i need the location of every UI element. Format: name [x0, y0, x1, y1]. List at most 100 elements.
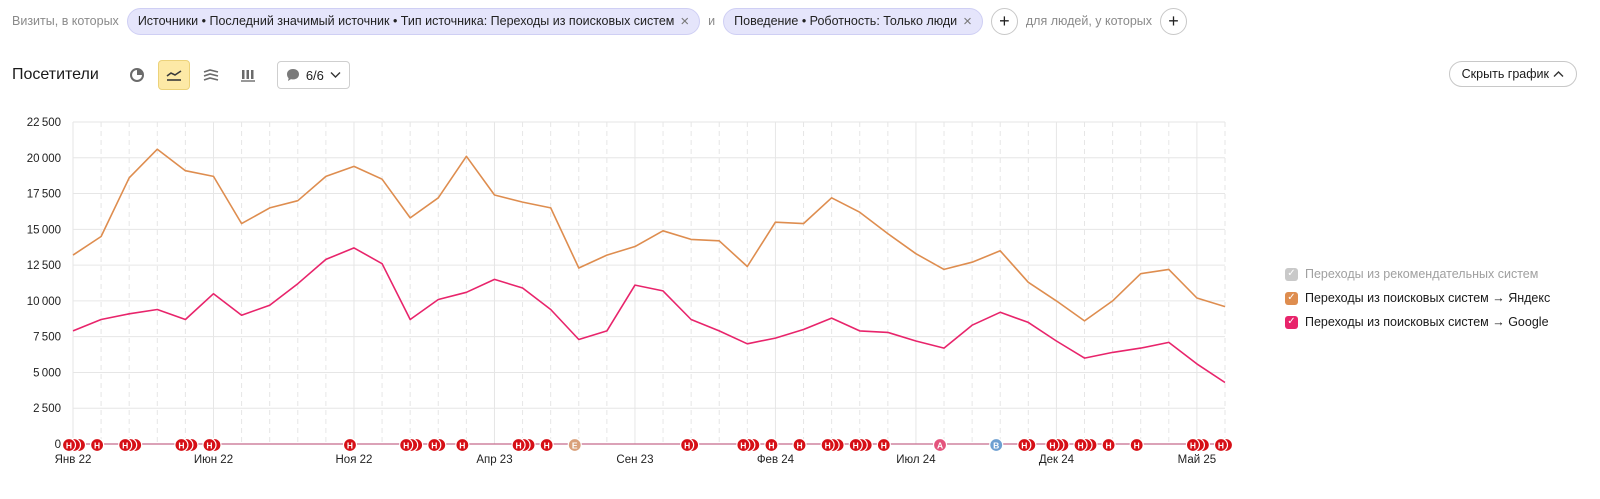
annotation-marker-letter: Н — [122, 441, 128, 451]
legend-label: Переходы из поисковых систем → Яндекс — [1305, 291, 1551, 305]
annotation-marker[interactable]: Н — [399, 437, 424, 453]
annotation-marker[interactable]: Е — [567, 437, 582, 453]
annotation-marker[interactable]: Н — [820, 437, 845, 453]
x-tick-label: Июн 22 — [194, 454, 233, 466]
annotation-marker-bubble — [427, 437, 442, 453]
annotation-marker[interactable]: Н — [1073, 437, 1098, 453]
annotation-marker-letter: Н — [1049, 441, 1055, 451]
annotation-marker[interactable]: Н — [427, 437, 447, 453]
annotation-marker-letter: Н — [1021, 441, 1027, 451]
annotation-marker-letter: Н — [881, 441, 887, 451]
annotation-marker[interactable]: Н — [1101, 437, 1116, 453]
annotation-marker[interactable]: Н — [764, 437, 779, 453]
x-tick-label: Дек 24 — [1039, 454, 1075, 466]
annotation-marker[interactable]: Н — [174, 437, 199, 453]
y-tick-label: 12 500 — [27, 260, 61, 272]
annotation-marker[interactable]: Н — [61, 437, 87, 453]
annotation-marker-bubble — [567, 437, 582, 453]
chevron-up-icon — [1553, 71, 1564, 77]
bar-chart-button[interactable] — [232, 60, 264, 90]
annotation-marker-letter: Н — [796, 441, 802, 451]
legend-item[interactable]: ✓ Переходы из поисковых систем → Google — [1285, 310, 1550, 334]
annotation-marker-bubble — [1017, 437, 1032, 453]
area-chart-button[interactable] — [195, 60, 227, 90]
annotation-marker[interactable]: Н — [1213, 437, 1234, 453]
line-chart-button[interactable] — [157, 60, 190, 90]
annotation-marker-bubble — [118, 437, 133, 453]
annotation-marker[interactable]: Н — [1045, 437, 1070, 453]
series-line-google — [72, 247, 1226, 384]
annotation-marker[interactable]: Н — [1185, 437, 1211, 453]
series-line-yandex — [72, 148, 1226, 322]
legend-checkbox[interactable]: ✓ — [1285, 291, 1298, 305]
annotation-marker-letter: Н — [1077, 441, 1083, 451]
close-icon[interactable]: × — [963, 12, 972, 30]
legend-item[interactable]: ✓ Переходы из поисковых систем → Яндекс — [1285, 286, 1550, 310]
annotation-marker[interactable]: Н — [511, 437, 536, 453]
annotation-marker[interactable]: Н — [89, 437, 105, 453]
y-tick-label: 22 500 — [27, 117, 61, 129]
annotation-marker-letter: Е — [572, 441, 578, 451]
filters-connector: и — [708, 14, 716, 28]
annotation-marker[interactable]: Н — [848, 437, 873, 453]
annotation-marker[interactable]: Н — [792, 437, 807, 453]
add-visit-condition-button[interactable]: + — [990, 7, 1018, 35]
line-chart-icon — [166, 70, 182, 81]
close-icon[interactable]: × — [680, 12, 690, 30]
annotation-marker-letter: В — [993, 441, 999, 451]
annotation-marker-bubble — [989, 437, 1004, 453]
annotation-marker-bubble — [511, 437, 526, 453]
hide-chart-button[interactable]: Скрыть график — [1448, 61, 1577, 87]
annotation-marker[interactable]: Н — [1129, 437, 1144, 453]
x-tick-label: Май 25 — [1178, 454, 1217, 466]
y-tick-label: 15 000 — [27, 224, 61, 236]
x-axis-ticks: Янв 22 Июн 22 Ноя 22 Апр 23 Сен 23 Фев 24 Июл … — [55, 454, 1217, 466]
x-tick-label: Ноя 22 — [336, 454, 373, 466]
x-tick-label: Сен 23 — [616, 454, 653, 466]
annotation-marker[interactable]: Н — [680, 437, 700, 453]
area-chart-icon — [203, 69, 219, 81]
annotation-marker-letter: Н — [347, 441, 353, 451]
annotation-marker[interactable]: Н — [455, 437, 470, 453]
plus-icon: + — [999, 11, 1010, 31]
filter-chip-behavior[interactable]: Поведение • Роботность: Только люди × — [723, 7, 983, 35]
add-people-condition-button[interactable]: + — [1160, 7, 1188, 35]
annotation-marker-letter: А — [937, 441, 943, 451]
annotation-marker-letter: Н — [66, 441, 72, 451]
pie-chart-button[interactable] — [121, 60, 153, 90]
annotation-marker[interactable]: В — [989, 437, 1004, 453]
annotation-marker-bubble — [174, 437, 189, 453]
annotation-marker[interactable]: А — [932, 437, 948, 453]
annotation-marker-bubble — [539, 437, 554, 453]
annotation-marker-letter: Н — [459, 441, 465, 451]
y-tick-label: 2 500 — [33, 403, 61, 415]
segment-filters: Визиты, в которых Источники • Последний … — [12, 6, 1580, 36]
annotation-marker-bubble — [1073, 437, 1088, 453]
annotation-marker-bubble — [61, 437, 77, 453]
bar-chart-icon — [240, 70, 255, 82]
annotation-marker-letter: Н — [1106, 441, 1112, 451]
annotation-marker-bubble — [876, 437, 891, 453]
annotation-marker[interactable]: Н — [736, 437, 761, 453]
filter-chip-source-label: Источники • Последний значимый источник … — [137, 14, 675, 28]
annotation-marker-bubble — [1045, 437, 1060, 453]
y-tick-label: 20 000 — [27, 153, 61, 165]
filter-chip-source[interactable]: Источники • Последний значимый источник … — [126, 7, 701, 35]
annotation-marker-letter: Н — [684, 441, 690, 451]
annotation-marker[interactable]: Н — [876, 437, 891, 453]
annotation-marker[interactable]: Н — [342, 437, 358, 453]
chart-title: Посетители — [12, 66, 99, 83]
annotation-marker[interactable]: Н — [1017, 437, 1037, 453]
annotation-marker[interactable]: Н — [539, 437, 554, 453]
plus-icon: + — [1168, 11, 1179, 31]
legend-item[interactable]: ✓ Переходы из рекомендательных систем — [1285, 262, 1550, 286]
x-tick-label: Июл 24 — [896, 454, 936, 466]
legend-checkbox[interactable]: ✓ — [1285, 267, 1298, 281]
legend-checkbox[interactable]: ✓ — [1285, 315, 1298, 329]
annotation-marker[interactable]: Н — [202, 437, 222, 453]
annotation-marker-bubble — [1101, 437, 1116, 453]
annotation-marker[interactable]: Н — [118, 437, 143, 453]
annotations-dropdown[interactable]: 6/6 — [276, 61, 350, 89]
annotation-marker-bubble — [764, 437, 779, 453]
